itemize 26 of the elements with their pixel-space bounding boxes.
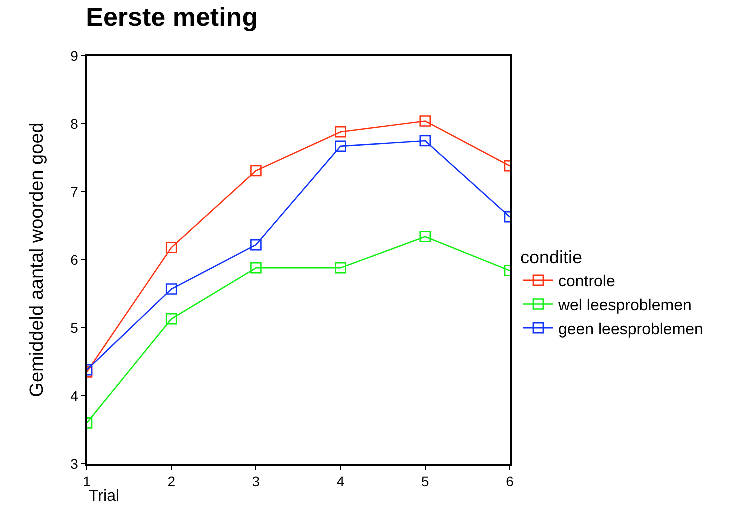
y-tick-label: 9 bbox=[70, 48, 79, 64]
legend-label: controle bbox=[558, 274, 616, 291]
y-tick-label: 8 bbox=[70, 116, 79, 132]
x-tick-label: 6 bbox=[506, 474, 514, 490]
y-tick-label: 6 bbox=[70, 252, 79, 268]
y-tick-label: 7 bbox=[70, 184, 79, 200]
x-tick-label: 1 bbox=[83, 474, 92, 490]
legend-title: conditie bbox=[520, 248, 583, 268]
point bbox=[250, 239, 262, 251]
y-axis-title: Gemiddeld aantal woorden goed bbox=[27, 122, 48, 398]
x-axis-title: Trial bbox=[89, 488, 120, 505]
y-tick-label: 5 bbox=[70, 320, 79, 336]
chart-title: Eerste meting bbox=[86, 2, 258, 32]
x-tick-label: 5 bbox=[422, 474, 430, 490]
point bbox=[250, 262, 262, 274]
point bbox=[335, 140, 346, 152]
y-tick-label: 3 bbox=[70, 456, 79, 472]
point bbox=[335, 262, 346, 274]
point bbox=[250, 165, 262, 177]
x-tick-label: 3 bbox=[252, 474, 260, 490]
x-tick-label: 4 bbox=[336, 474, 345, 490]
legend-label: wel leesproblemen bbox=[557, 297, 692, 314]
point bbox=[335, 126, 346, 138]
x-tick-label: 2 bbox=[168, 474, 176, 490]
y-tick-label: 4 bbox=[70, 388, 79, 404]
legend-label: geen leesproblemen bbox=[558, 321, 704, 338]
